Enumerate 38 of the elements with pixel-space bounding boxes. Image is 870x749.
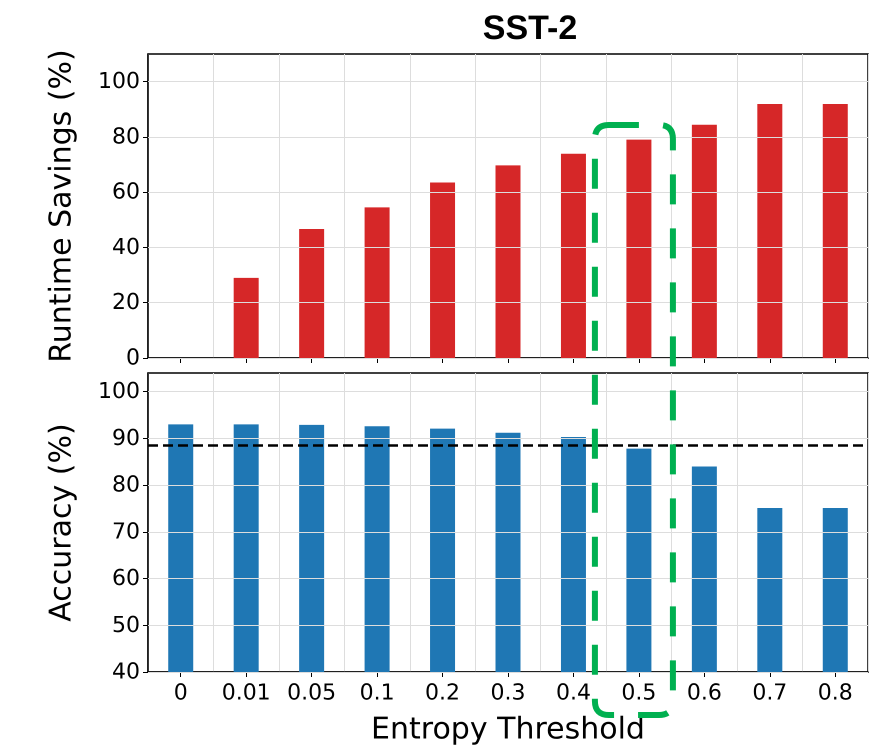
x-tick-label: 0.3 xyxy=(490,680,526,706)
x-tick-label: 0.4 xyxy=(556,680,591,706)
y-axis-title: Accuracy (%) xyxy=(44,423,78,622)
bar xyxy=(496,165,520,358)
bar xyxy=(560,154,586,358)
x-tick-label: 0 xyxy=(174,680,188,706)
y-tick-label: 60 xyxy=(112,566,140,592)
y-tick-label: 80 xyxy=(112,124,140,150)
y-tick-label: 20 xyxy=(112,290,140,316)
x-tick-label: 0.2 xyxy=(425,680,460,706)
bar xyxy=(757,104,782,358)
y-tick-label: 40 xyxy=(112,234,140,260)
y-tick-label: 90 xyxy=(112,426,140,451)
x-tick-label: 0.5 xyxy=(621,680,656,706)
y-tick-label: 70 xyxy=(112,519,140,544)
y-tick-label: 80 xyxy=(112,472,140,498)
y-tick-label: 60 xyxy=(112,180,140,205)
y-tick-label: 40 xyxy=(112,660,140,684)
bar xyxy=(299,228,324,358)
x-tick-label: 0.1 xyxy=(360,680,395,706)
x-axis-title: Entropy Threshold xyxy=(371,712,645,746)
bar xyxy=(430,182,456,358)
bar xyxy=(822,104,848,358)
bar xyxy=(364,207,390,358)
y-tick-label: 100 xyxy=(98,379,140,404)
x-tick-label: 0.05 xyxy=(287,680,336,706)
y-tick-label: 100 xyxy=(98,69,140,94)
x-tick-label: 0.6 xyxy=(686,680,722,706)
y-tick-label: 0 xyxy=(126,346,140,370)
y-axis-title: Runtime Savings (%) xyxy=(44,49,78,363)
chart-title: SST-2 xyxy=(482,9,578,47)
x-tick-label: 0.7 xyxy=(752,680,788,706)
x-tick-label: 0.01 xyxy=(222,680,271,706)
y-tick-label: 50 xyxy=(112,612,140,638)
bar xyxy=(234,278,259,358)
bar xyxy=(692,124,717,358)
bar xyxy=(626,140,652,358)
x-tick-label: 0.8 xyxy=(818,680,853,706)
